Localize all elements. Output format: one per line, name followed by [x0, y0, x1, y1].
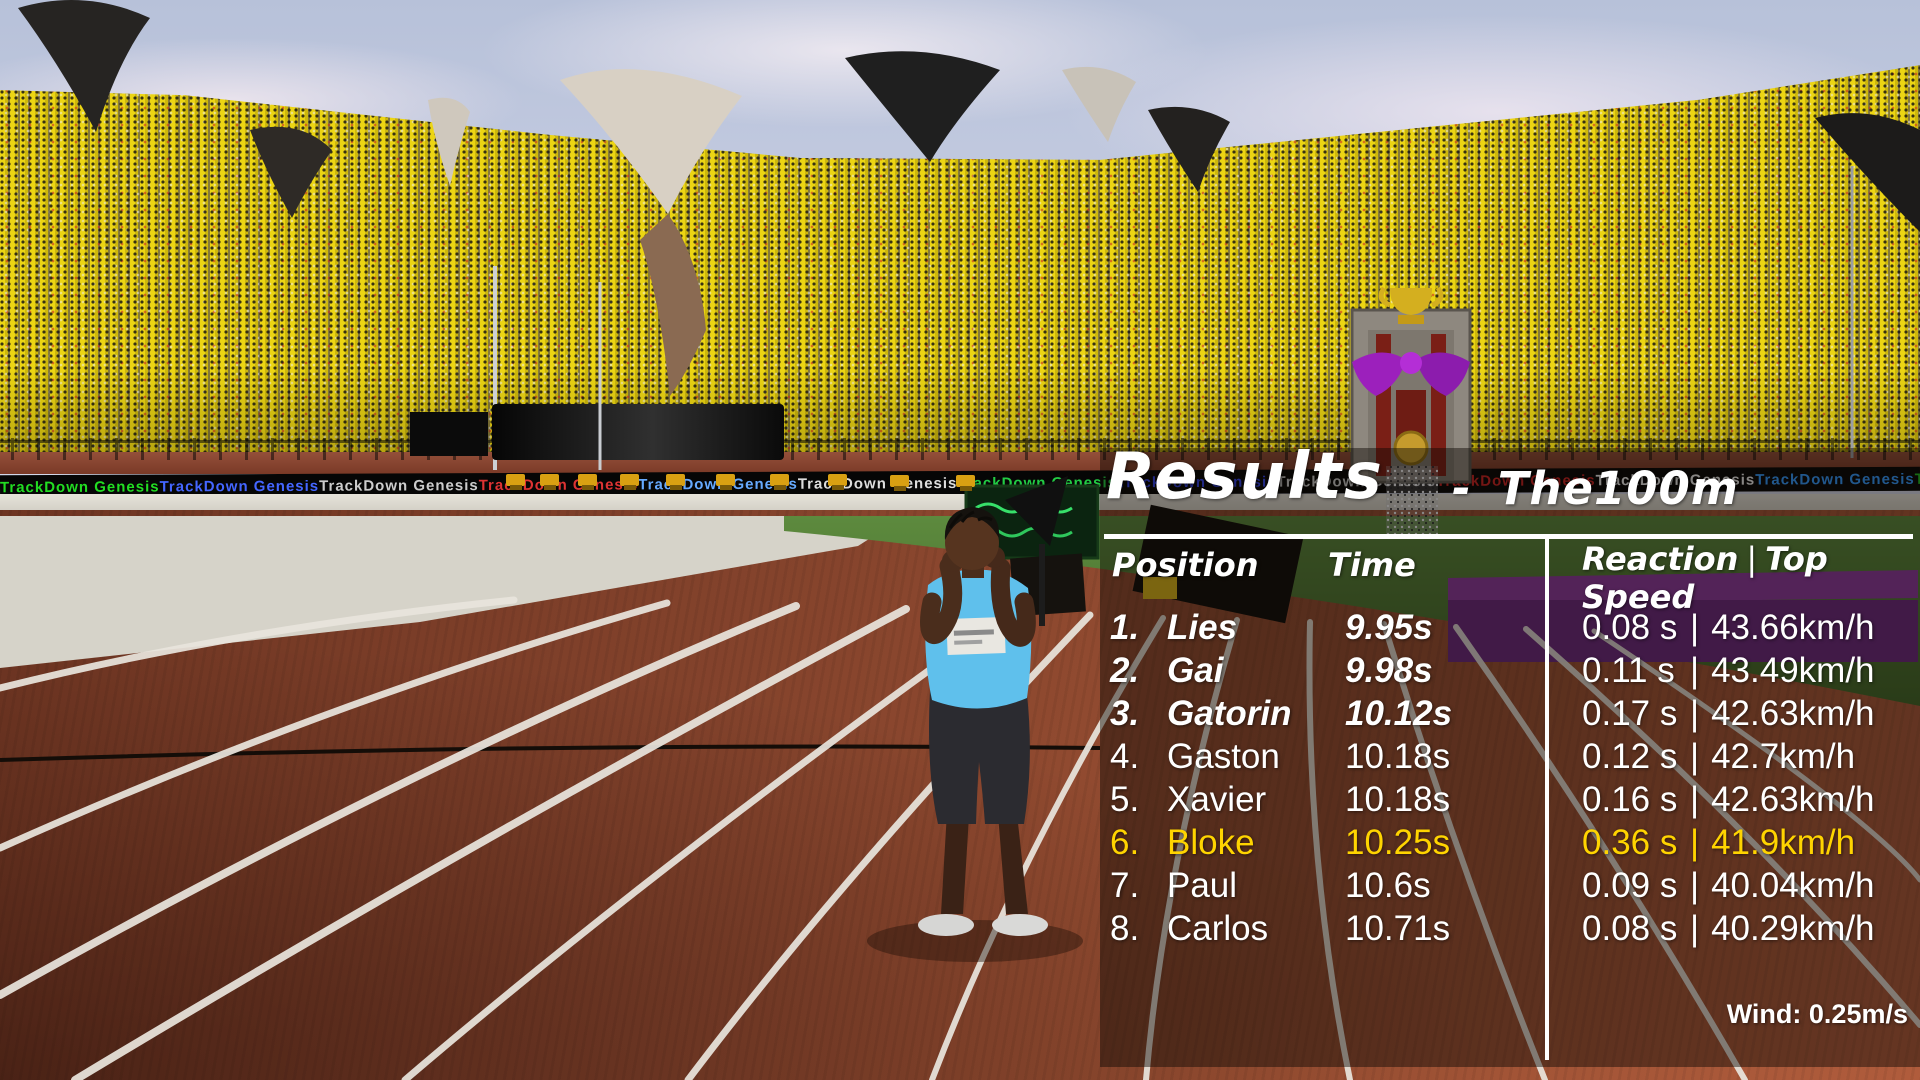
concrete-apron: [0, 516, 905, 668]
result-time: 9.98s: [1345, 650, 1433, 690]
result-name: Bloke: [1167, 822, 1255, 862]
runner: [867, 507, 1083, 962]
result-pipe: |: [1690, 865, 1700, 905]
result-row-reaction: 0.08 s | 43.66km/h: [1582, 606, 1914, 649]
starting-blocks: [506, 474, 975, 491]
result-row-reaction: 0.12 s | 42.7km/h: [1582, 735, 1914, 778]
runner-shoe: [918, 914, 974, 936]
result-speed: 40.04km/h: [1711, 865, 1875, 905]
title-underline: [1104, 534, 1913, 539]
result-name: Gaston: [1167, 736, 1280, 776]
result-pipe: |: [1690, 908, 1700, 948]
result-row-reaction: 0.16 s | 42.63km/h: [1582, 778, 1914, 821]
result-time: 9.95s: [1345, 607, 1433, 647]
results-title: Results: [1106, 440, 1384, 514]
runner-arm: [919, 556, 963, 645]
result-speed: 43.49km/h: [1711, 650, 1875, 690]
result-row: 5. Xavier 10.18s: [1102, 778, 1545, 821]
purple-bow: [1352, 352, 1406, 396]
result-reaction: 0.08 s: [1582, 607, 1678, 647]
result-speed: 42.7km/h: [1711, 736, 1856, 776]
result-time: 10.25s: [1345, 822, 1451, 862]
result-pipe: |: [1690, 607, 1700, 647]
result-row: 1. Lies 9.95s: [1102, 606, 1545, 649]
result-time: 10.71s: [1345, 908, 1451, 948]
result-speed: 42.63km/h: [1711, 779, 1875, 819]
result-row: 2. Gai 9.98s: [1102, 649, 1545, 692]
result-reaction: 0.17 s: [1582, 693, 1678, 733]
result-time: 10.18s: [1345, 736, 1451, 776]
runner-head: [945, 516, 999, 570]
gold-trophy: [1390, 288, 1432, 315]
result-name: Lies: [1167, 607, 1238, 647]
result-time: 10.12s: [1345, 693, 1453, 733]
runner-shorts: [929, 690, 1030, 824]
column-divider: [1545, 539, 1549, 1060]
result-reaction: 0.11 s: [1582, 650, 1675, 690]
result-pos: 7.: [1110, 865, 1140, 905]
result-row: 7. Paul 10.6s: [1102, 864, 1545, 907]
result-pos: 8.: [1110, 908, 1140, 948]
fountain: [1386, 466, 1438, 538]
trophy-tower: [1350, 286, 1472, 538]
lane-lines: [0, 596, 1920, 1080]
result-name: Gatorin: [1167, 693, 1292, 733]
result-reaction: 0.08 s: [1582, 908, 1678, 948]
result-pipe: |: [1690, 822, 1700, 862]
title-dash: -: [1452, 462, 1472, 515]
result-row-reaction: 0.08 s | 40.29km/h: [1582, 907, 1914, 950]
result-row: 3. Gatorin 10.12s: [1102, 692, 1545, 735]
result-pipe: |: [1690, 693, 1700, 733]
result-pos: 1.: [1110, 607, 1140, 647]
column-header-time: Time: [1328, 546, 1416, 584]
result-name: Paul: [1167, 865, 1238, 905]
result-row-reaction: 0.09 s | 40.04km/h: [1582, 864, 1914, 907]
results-rows-right: 0.08 s | 43.66km/h 0.11 s | 43.49km/h 0.17 s | 4…: [1582, 606, 1914, 950]
column-header-position: Position: [1112, 546, 1259, 584]
result-row-reaction: 0.36 s | 41.9km/h: [1582, 821, 1914, 864]
result-speed: 40.29km/h: [1711, 908, 1875, 948]
result-speed: 43.66km/h: [1711, 607, 1875, 647]
result-speed: 42.63km/h: [1711, 693, 1875, 733]
result-reaction: 0.36 s: [1582, 822, 1678, 862]
result-reaction: 0.12 s: [1582, 736, 1678, 776]
result-reaction: 0.09 s: [1582, 865, 1678, 905]
scoreboard: [410, 266, 784, 470]
result-name: Carlos: [1167, 908, 1269, 948]
column-header-reaction-topspeed: Reaction | Top Speed: [1582, 540, 1828, 616]
result-row: 4. Gaston 10.18s: [1102, 735, 1545, 778]
camera-rig: [1005, 476, 1068, 626]
result-pipe: |: [1690, 736, 1700, 776]
runner-shadow: [867, 920, 1083, 962]
result-time: 10.6s: [1345, 865, 1431, 905]
gold-emblem: [1393, 430, 1429, 466]
flags: [18, 0, 1920, 470]
header-separator: |: [1746, 540, 1758, 578]
flag-icon: [18, 0, 150, 132]
results-rows-left: 1. Lies 9.95s 2. Gai 9.98s 3. Gatorin 10.12s 4. Ga…: [1102, 606, 1545, 950]
result-name: Xavier: [1167, 779, 1267, 819]
results-panel: Results - The100m Position Time Reaction |…: [1100, 440, 1920, 1067]
yellow-box: [1143, 577, 1177, 599]
result-pos: 3.: [1110, 693, 1140, 733]
result-row: 8. Carlos 10.71s: [1102, 907, 1545, 950]
result-row-reaction: 0.11 s | 43.49km/h: [1582, 649, 1914, 692]
result-row: 6. Bloke 10.25s: [1102, 821, 1545, 864]
result-row-reaction: 0.17 s | 42.63km/h: [1582, 692, 1914, 735]
result-pipe: |: [1690, 779, 1700, 819]
result-name: Gai: [1167, 650, 1224, 690]
event-name: - The100m: [1452, 462, 1739, 515]
result-pipe: |: [1690, 650, 1700, 690]
result-reaction: 0.16 s: [1582, 779, 1678, 819]
runner-bib: [946, 616, 1006, 656]
result-speed: 41.9km/h: [1711, 822, 1856, 862]
result-pos: 5.: [1110, 779, 1140, 819]
result-pos: 4.: [1110, 736, 1140, 776]
result-pos: 2.: [1110, 650, 1140, 690]
result-time: 10.18s: [1345, 779, 1451, 819]
wind-label: Wind: 0.25m/s: [1726, 999, 1908, 1029]
result-pos: 6.: [1110, 822, 1140, 862]
